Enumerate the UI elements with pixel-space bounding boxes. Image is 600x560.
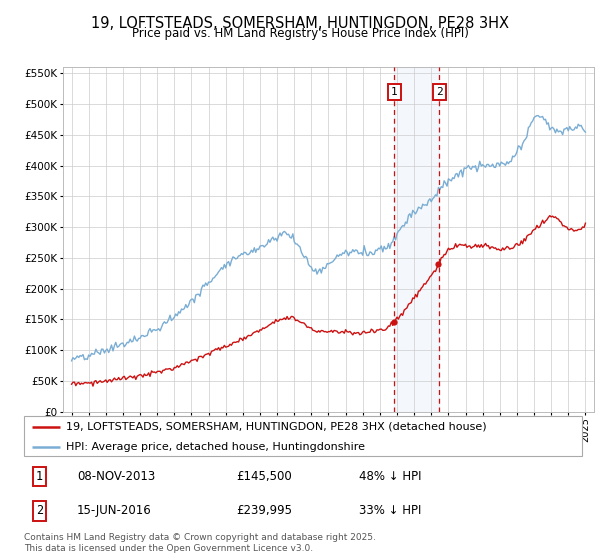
Text: 1: 1 [391, 87, 398, 97]
Text: 19, LOFTSTEADS, SOMERSHAM, HUNTINGDON, PE28 3HX (detached house): 19, LOFTSTEADS, SOMERSHAM, HUNTINGDON, P… [66, 422, 487, 432]
Text: 2: 2 [436, 87, 443, 97]
Bar [394, 67, 439, 412]
Text: 19, LOFTSTEADS, SOMERSHAM, HUNTINGDON, PE28 3HX: 19, LOFTSTEADS, SOMERSHAM, HUNTINGDON, P… [91, 16, 509, 31]
Text: Contains HM Land Registry data © Crown copyright and database right 2025.
This d: Contains HM Land Registry data © Crown c… [24, 533, 376, 553]
Text: 08-NOV-2013: 08-NOV-2013 [77, 470, 155, 483]
Text: HPI: Average price, detached house, Huntingdonshire: HPI: Average price, detached house, Hunt… [66, 442, 365, 452]
Text: 2: 2 [36, 504, 43, 517]
Text: Price paid vs. HM Land Registry's House Price Index (HPI): Price paid vs. HM Land Registry's House … [131, 27, 469, 40]
Text: £145,500: £145,500 [236, 470, 292, 483]
Text: 15-JUN-2016: 15-JUN-2016 [77, 504, 152, 517]
FancyBboxPatch shape [24, 416, 582, 456]
Text: 48% ↓ HPI: 48% ↓ HPI [359, 470, 421, 483]
Text: 33% ↓ HPI: 33% ↓ HPI [359, 504, 421, 517]
Text: 1: 1 [36, 470, 43, 483]
Text: £239,995: £239,995 [236, 504, 292, 517]
